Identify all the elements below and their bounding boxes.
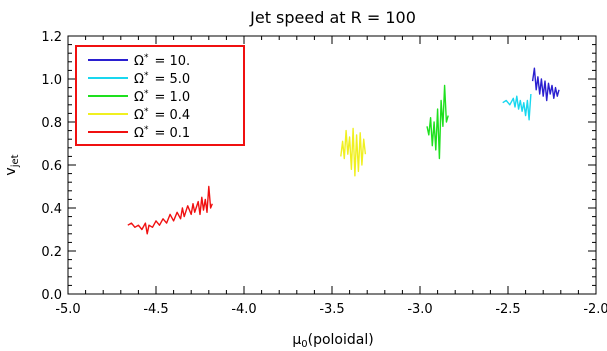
- x-tick-label: -3.5: [319, 302, 344, 317]
- legend-omega: Ω: [134, 126, 144, 141]
- legend-star: *: [144, 71, 149, 81]
- x-axis-label-subscript: 0: [301, 339, 307, 350]
- x-axis-label: μ0(poloidal): [292, 332, 373, 350]
- legend-omega: Ω: [134, 108, 144, 123]
- legend-label: Ω* = 0.4: [134, 107, 190, 123]
- legend-label: Ω* = 0.1: [134, 125, 190, 141]
- legend-star: *: [144, 89, 149, 99]
- series-line-1: [502, 93, 532, 121]
- series-line-4: [127, 185, 213, 235]
- legend-omega: Ω: [134, 54, 144, 69]
- x-axis-ticks: -5.0 -4.5 -4.0 -3.5 -3.0 -2.5 -2.0: [55, 36, 607, 317]
- series-line-2: [426, 84, 449, 160]
- x-axis-label-tail: (poloidal): [308, 332, 374, 348]
- x-tick-label: -5.0: [55, 302, 80, 317]
- y-tick-label: 0.4: [41, 202, 62, 217]
- x-axis-label-symbol: μ: [292, 332, 301, 348]
- x-tick-label: -4.0: [231, 302, 256, 317]
- legend-value: = 10.: [154, 54, 190, 69]
- legend-label: Ω* = 10.: [134, 53, 190, 69]
- y-tick-label: 1.0: [41, 73, 62, 88]
- legend-omega: Ω: [134, 72, 144, 87]
- y-tick-label: 0.2: [41, 245, 62, 260]
- chart-title: Jet speed at R = 100: [249, 8, 416, 27]
- x-tick-label: -2.0: [583, 302, 607, 317]
- x-tick-label: -2.5: [495, 302, 520, 317]
- legend-value: = 5.0: [154, 72, 190, 87]
- legend: Ω* = 10.Ω* = 5.0Ω* = 1.0Ω* = 0.4Ω* = 0.1: [75, 45, 245, 146]
- y-tick-label: 0.8: [41, 116, 62, 131]
- legend-value: = 0.1: [154, 126, 190, 141]
- x-tick-label: -3.0: [407, 302, 432, 317]
- y-tick-label: 0.0: [41, 288, 62, 303]
- legend-star: *: [144, 53, 149, 63]
- legend-label: Ω* = 1.0: [134, 89, 190, 105]
- x-tick-label: -4.5: [143, 302, 168, 317]
- y-axis-label-symbol: v: [3, 167, 19, 175]
- legend-star: *: [144, 107, 149, 117]
- legend-value: = 0.4: [154, 108, 190, 123]
- y-axis-label-subscript: jet: [10, 154, 21, 168]
- legend-label: Ω* = 5.0: [134, 71, 190, 87]
- legend-items: Ω* = 10.Ω* = 5.0Ω* = 1.0Ω* = 0.4Ω* = 0.1: [88, 53, 190, 141]
- legend-value: = 1.0: [154, 90, 190, 105]
- y-axis-ticks: 0.0 0.2 0.4 0.6 0.8 1.0 1.2: [41, 30, 596, 303]
- y-axis-label: vjet: [3, 154, 21, 175]
- series-layer: [127, 67, 560, 235]
- series-line-0: [531, 67, 560, 102]
- legend-star: *: [144, 125, 149, 135]
- y-tick-label: 0.6: [41, 159, 62, 174]
- y-tick-label: 1.2: [41, 30, 62, 45]
- series-line-3: [340, 127, 367, 177]
- legend-omega: Ω: [134, 90, 144, 105]
